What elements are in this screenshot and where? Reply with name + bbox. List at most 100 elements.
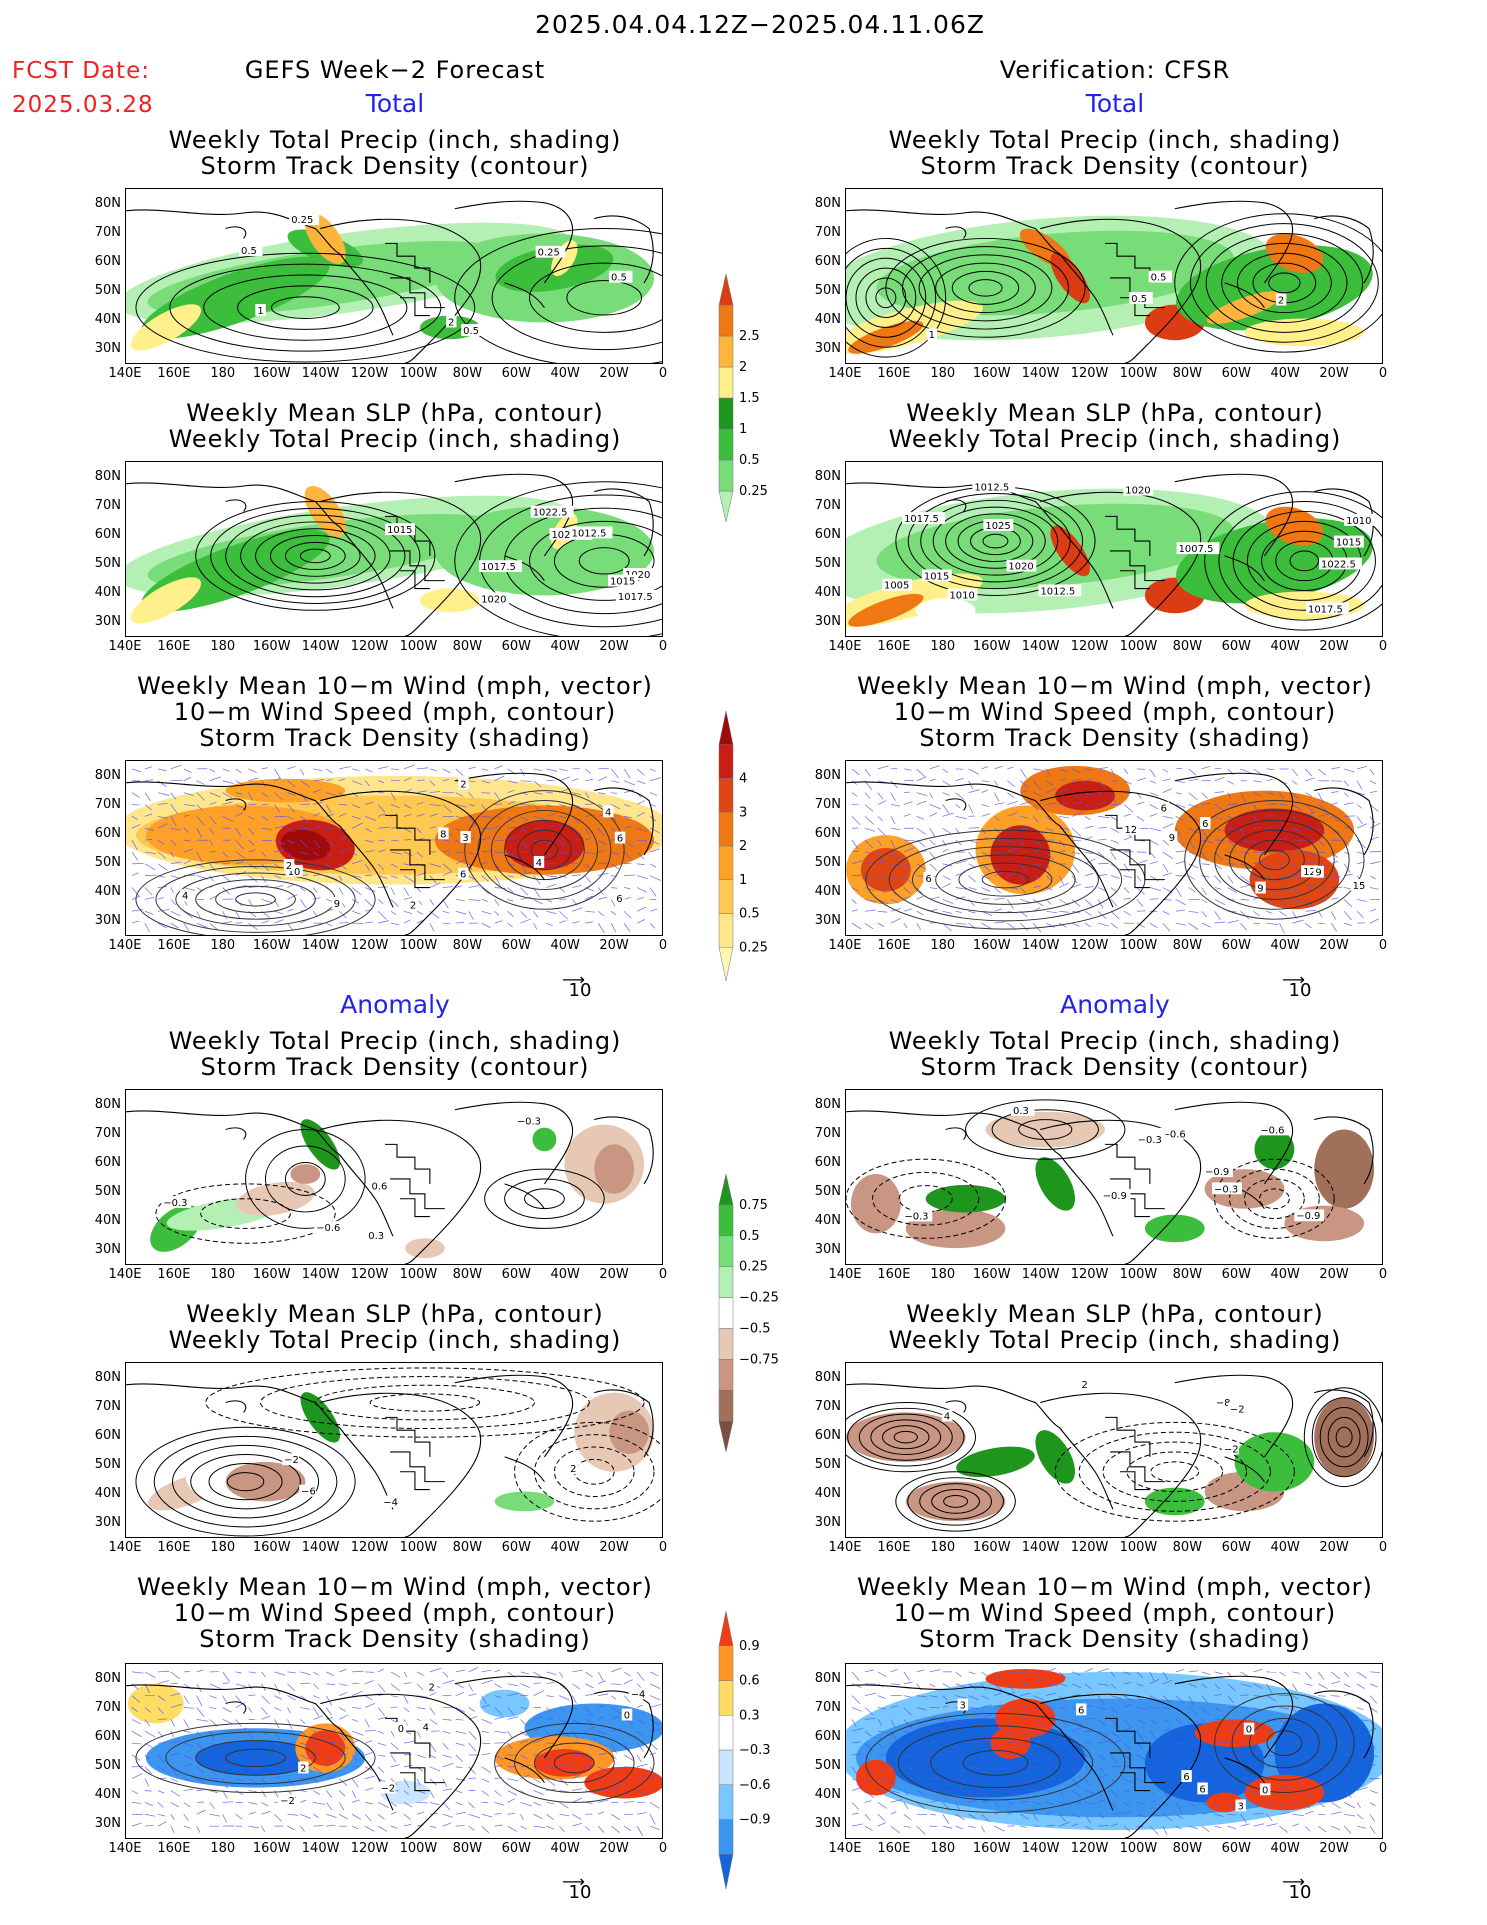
wind-vector: [851, 859, 863, 865]
wind-vector: [942, 768, 948, 773]
wind-vector: [1292, 1823, 1300, 1827]
lat-tick-label: 70N: [94, 1126, 121, 1141]
wind-vector: [877, 816, 883, 821]
wind-vector: [623, 851, 632, 860]
contour-label-bg: [1258, 1123, 1289, 1136]
contour-line: [553, 1752, 595, 1774]
wind-vector: [1136, 777, 1147, 782]
wind-vector: [903, 1813, 912, 1821]
wind-vector: [520, 1719, 527, 1727]
wind-vector: [1201, 911, 1208, 918]
contour-line: [529, 520, 662, 601]
wind-vector: [338, 1802, 345, 1811]
lat-tick-label: 30N: [814, 1242, 841, 1257]
wind-vector: [520, 1814, 524, 1820]
wind-vector: [1136, 1731, 1144, 1741]
wind-vector: [572, 792, 582, 796]
wind-vector: [597, 1778, 602, 1785]
lat-tick-label: 50N: [814, 1758, 841, 1773]
wind-vector: [313, 1671, 319, 1676]
contour-line: [1248, 1717, 1320, 1769]
lon-tick-label: 0: [1378, 1540, 1388, 1555]
wind-vector: [209, 768, 216, 773]
wind-vector: [520, 1739, 529, 1744]
wind-vector: [1253, 1766, 1260, 1770]
contour-label: 1015: [387, 525, 412, 536]
contour-line: [931, 1489, 980, 1514]
wind-vector: [429, 813, 439, 817]
wind-vector: [1045, 899, 1052, 905]
shaded-region: [300, 1119, 341, 1170]
wind-vector: [981, 887, 991, 892]
wind-vector: [339, 1714, 348, 1720]
wind-vector: [416, 767, 429, 770]
wind-vector: [968, 789, 980, 794]
wind-vector: [1020, 887, 1026, 894]
wind-vector: [890, 1742, 899, 1747]
wind-vector: [196, 804, 203, 811]
wind-vector: [1344, 922, 1352, 926]
wind-vector: [429, 1719, 438, 1725]
contour-label: 1022.5: [551, 530, 586, 541]
wind-vector: [546, 1754, 550, 1761]
wind-vector: [546, 804, 553, 808]
wind-vector: [144, 1778, 150, 1787]
contour-label-bg: [615, 589, 659, 602]
wind-vector: [131, 839, 138, 851]
wind-vector: [481, 780, 490, 784]
shaded-region: [494, 1491, 555, 1512]
colorbar-swatch: [718, 1204, 734, 1237]
wind-vector: [994, 1802, 1001, 1808]
wind-vector: [326, 792, 338, 797]
wind-vector: [170, 910, 181, 917]
wind-vector: [313, 1766, 322, 1773]
contour-label: 1010: [949, 591, 974, 602]
wind-vector: [611, 792, 618, 794]
wind-vector: [403, 1695, 409, 1704]
wind-vector: [929, 839, 936, 846]
wind-vector: [131, 824, 141, 829]
wind-vector: [196, 1766, 204, 1773]
wind-vector: [981, 789, 989, 794]
lon-tick-label: 140W: [1021, 1267, 1060, 1282]
lon-tick-label: 120W: [350, 938, 389, 953]
wind-vector: [916, 1707, 927, 1710]
colorbar-level-label: 0.9: [739, 1639, 760, 1654]
wind-vector: [968, 1707, 978, 1709]
contour-label: 1: [257, 306, 263, 317]
lon-tick-label: 140E: [828, 639, 862, 654]
wind-vector: [968, 1671, 976, 1675]
wind-vector: [1071, 899, 1081, 907]
wind-vector: [929, 1683, 936, 1688]
wind-vector: [352, 910, 361, 915]
contour-label: 1020: [1008, 562, 1033, 573]
wind-vector: [1097, 780, 1106, 788]
wind-vector: [1305, 1790, 1313, 1798]
wind-vector: [994, 792, 1000, 802]
wind-vector: [636, 800, 646, 805]
wind-vector: [598, 1799, 609, 1803]
wind-vector: [390, 875, 398, 879]
wind-vector: [968, 1813, 977, 1819]
contour-label: −4: [631, 1690, 646, 1701]
wind-vector: [598, 1730, 607, 1735]
wind-vector: [572, 1797, 583, 1803]
lat-tick-label: 80N: [814, 768, 841, 783]
contour-label: 0.25: [538, 248, 560, 259]
vector-ref-label-2: 10: [1288, 980, 1312, 1001]
wind-vector: [890, 839, 896, 850]
wind-vector: [1305, 922, 1312, 929]
wind-vector: [1110, 1823, 1119, 1827]
forecast-period-title: 2025.04.04.12Z−2025.04.11.06Z: [535, 10, 985, 39]
wind-vector: [955, 777, 964, 782]
wind-vector: [981, 922, 992, 929]
wind-vector: [1162, 778, 1171, 782]
lon-tick-label: 160E: [877, 1267, 911, 1282]
wind-vector: [131, 1742, 142, 1745]
wind-vector: [1097, 1799, 1105, 1803]
section-anomaly-right: Anomaly: [1060, 990, 1170, 1019]
wind-vector: [1110, 922, 1118, 929]
colorbar-storm-anom: 0.90.60.3−0.3−0.6−0.9: [718, 1610, 771, 1890]
wind-vector: [170, 1671, 180, 1680]
